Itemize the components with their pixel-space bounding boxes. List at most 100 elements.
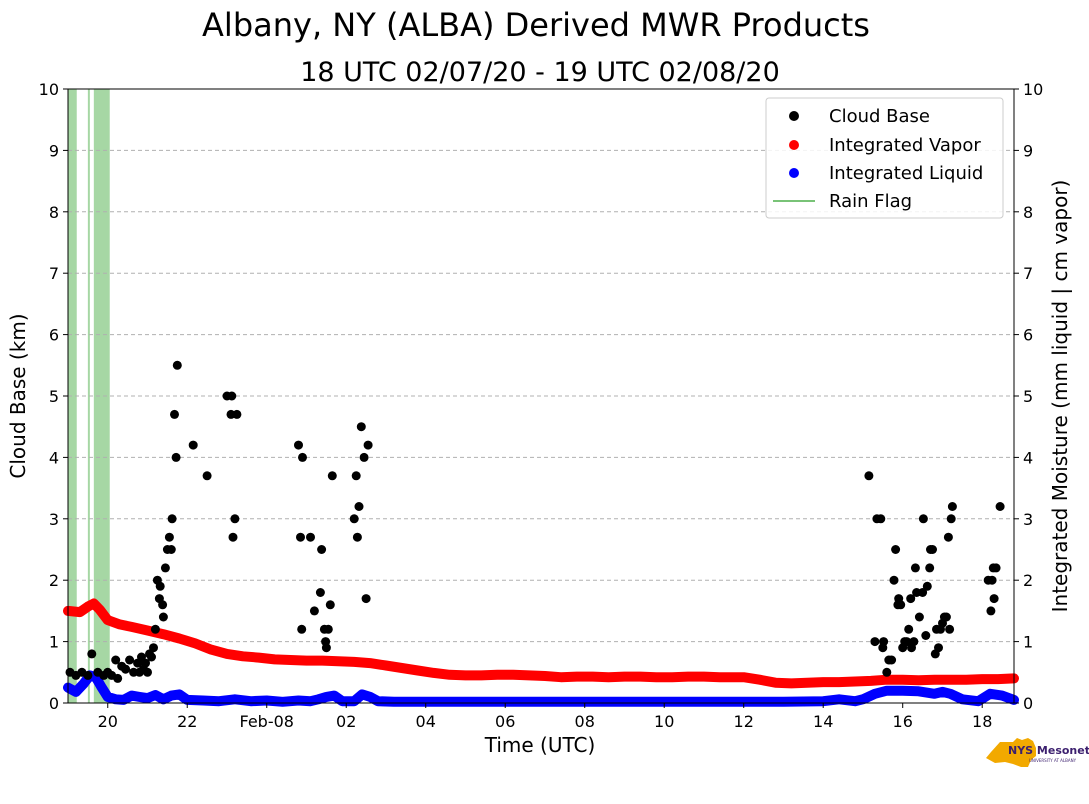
cloud-base-point bbox=[876, 514, 886, 524]
cloud-base-point bbox=[882, 667, 892, 677]
cloud-base-point bbox=[934, 643, 943, 653]
cloud-base-point bbox=[902, 637, 912, 647]
y-tick-label-left: 8 bbox=[49, 203, 59, 222]
legend-label-cloud-base: Cloud Base bbox=[829, 106, 930, 127]
y-tick-label-right: 10 bbox=[1023, 80, 1043, 99]
cloud-base-point bbox=[879, 637, 889, 647]
y-tick-label-left: 0 bbox=[49, 694, 59, 713]
legend-marker-integrated-vapor bbox=[789, 140, 799, 150]
cloud-base-point bbox=[943, 532, 953, 542]
cloud-base-point bbox=[150, 624, 160, 634]
cloud-base-point bbox=[918, 588, 928, 597]
x-tick-label: 16 bbox=[893, 712, 913, 731]
cloud-base-point bbox=[918, 514, 928, 524]
cloud-base-point bbox=[158, 600, 168, 610]
y-tick-label-left: 3 bbox=[49, 510, 59, 529]
cloud-base-point bbox=[170, 409, 179, 419]
x-tick-label: 20 bbox=[98, 712, 118, 731]
cloud-base-point bbox=[359, 452, 369, 462]
cloud-base-point bbox=[991, 563, 1001, 573]
rain-flag-layer bbox=[68, 89, 110, 703]
cloud-base-point bbox=[904, 624, 914, 634]
legend-label-integrated-liquid: Integrated Liquid bbox=[829, 163, 983, 184]
cloud-base-point bbox=[349, 514, 359, 524]
x-tick-label: 14 bbox=[813, 712, 833, 731]
y-tick-label-right: 4 bbox=[1023, 448, 1033, 467]
y-tick-label-right: 0 bbox=[1023, 694, 1033, 713]
y-tick-label-left: 1 bbox=[49, 633, 59, 652]
integrated-vapor-series bbox=[63, 598, 1019, 689]
cloud-base-point bbox=[945, 624, 955, 634]
cloud-base-point bbox=[327, 471, 337, 481]
y-tick-label-right: 2 bbox=[1023, 571, 1033, 590]
cloud-base-point bbox=[909, 637, 919, 647]
y-tick-label-left: 10 bbox=[39, 80, 59, 99]
cloud-base-point bbox=[352, 532, 362, 542]
cloud-base-point bbox=[864, 471, 874, 481]
y-axis-label: Cloud Base (km) bbox=[6, 313, 30, 478]
chart-subtitle: 18 UTC 02/07/20 - 19 UTC 02/08/20 bbox=[300, 57, 780, 88]
y-tick-label-right: 9 bbox=[1023, 141, 1033, 160]
cloud-base-point bbox=[987, 575, 997, 585]
cloud-base-point bbox=[921, 631, 931, 640]
series-layer bbox=[63, 360, 1019, 707]
y-tick-label-right: 3 bbox=[1023, 510, 1033, 529]
cloud-base-point bbox=[149, 643, 158, 653]
cloud-base-point bbox=[889, 575, 899, 585]
cloud-base-point bbox=[870, 637, 880, 647]
cloud-base-point bbox=[228, 532, 238, 542]
cloud-base-point bbox=[995, 502, 1005, 511]
cloud-base-point bbox=[315, 588, 325, 597]
cloud-base-point bbox=[141, 658, 150, 668]
cloud-base-point bbox=[925, 563, 935, 573]
cloud-base-point bbox=[297, 624, 307, 634]
cloud-base-point bbox=[928, 545, 937, 554]
logo-text: NYS Mesonet bbox=[1008, 744, 1089, 757]
cloud-base-point bbox=[306, 532, 315, 542]
cloud-base-point bbox=[172, 360, 182, 370]
cloud-base-point bbox=[323, 624, 333, 634]
cloud-base-point bbox=[294, 440, 303, 450]
cloud-base-point bbox=[296, 532, 305, 542]
legend-marker-cloud-base bbox=[789, 111, 799, 121]
chart-title: Albany, NY (ALBA) Derived MWR Products bbox=[202, 6, 870, 44]
gridlines bbox=[68, 149, 1014, 643]
cloud-base-point bbox=[87, 649, 97, 659]
x-tick-label: 08 bbox=[575, 712, 595, 731]
cloud-base-point bbox=[158, 612, 168, 622]
cloud-base-point bbox=[356, 422, 366, 432]
cloud-base-point bbox=[941, 612, 951, 622]
cloud-base-point bbox=[906, 594, 916, 604]
cloud-base-point bbox=[121, 664, 131, 674]
legend-marker-integrated-liquid bbox=[789, 168, 799, 178]
rain-flag-band-1 bbox=[87, 89, 90, 703]
nys-mesonet-logo: NYS Mesonet UNIVERSITY AT ALBANY bbox=[986, 738, 1089, 767]
cloud-base-point bbox=[202, 471, 212, 481]
cloud-base-point bbox=[986, 606, 996, 616]
x-tick-label: 04 bbox=[416, 712, 436, 731]
ny-state-shape-icon bbox=[986, 738, 1036, 767]
y-tick-label-right: 5 bbox=[1023, 387, 1033, 406]
x-tick-label: 02 bbox=[336, 712, 356, 731]
rain-flag-band-0 bbox=[68, 89, 77, 703]
cloud-base-point bbox=[188, 440, 198, 450]
cloud-base-point bbox=[363, 440, 373, 450]
legend-box bbox=[765, 97, 1004, 219]
cloud-base-point bbox=[143, 667, 152, 677]
y-tick-label-left: 4 bbox=[49, 448, 59, 467]
y-tick-label-left: 9 bbox=[49, 141, 59, 160]
cloud-base-point bbox=[227, 391, 237, 401]
integrated-liquid-series bbox=[63, 670, 1019, 707]
cloud-base-point bbox=[891, 545, 901, 554]
cloud-base-point bbox=[160, 563, 170, 573]
cloud-base-point bbox=[230, 514, 240, 524]
cloud-base-point bbox=[147, 652, 156, 662]
y-axis-left: 0 1 2 3 4 5 6 7 8 9 10 bbox=[39, 80, 68, 713]
y-axis-label-right: Integrated Moisture (mm liquid | cm vapo… bbox=[1048, 180, 1072, 613]
y-tick-label-left: 6 bbox=[49, 326, 59, 345]
cloud-base-point bbox=[910, 563, 920, 573]
cloud-base-point bbox=[325, 600, 335, 610]
cloud-base-point bbox=[111, 655, 121, 665]
x-tick-label: 06 bbox=[495, 712, 515, 731]
